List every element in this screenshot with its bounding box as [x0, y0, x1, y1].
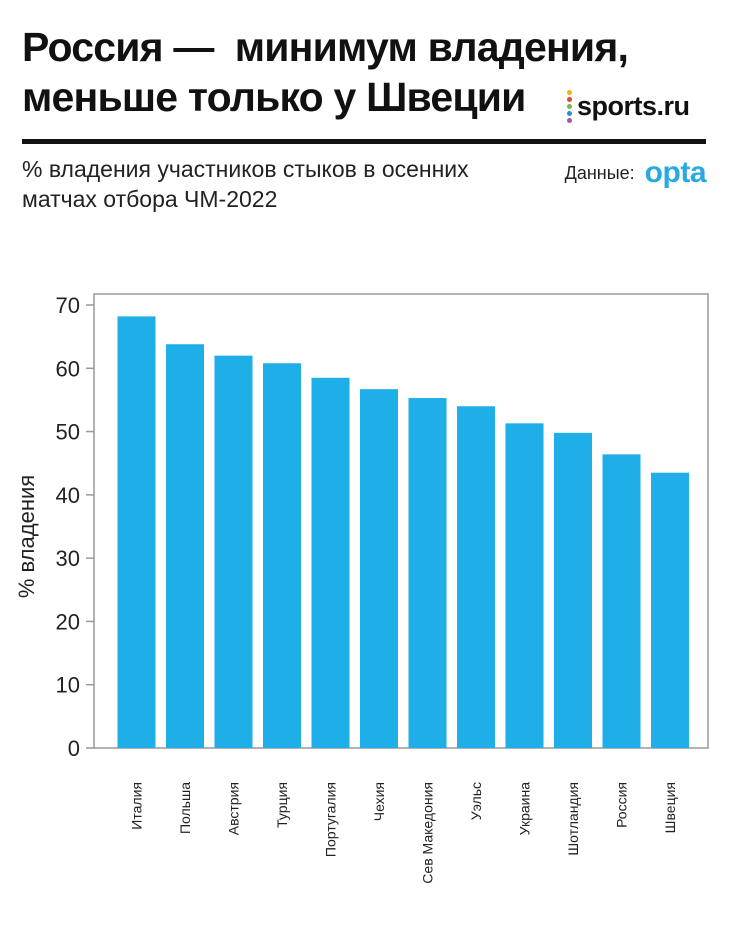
bar: [214, 355, 253, 748]
y-tick-label: 10: [56, 673, 80, 698]
brand-dot: [567, 110, 572, 116]
brand-dot: [567, 89, 572, 95]
opta-logo: opta: [644, 156, 707, 189]
x-category-label: Швеция: [662, 782, 678, 833]
y-tick-label: 60: [56, 356, 80, 381]
data-source: Данные: opta: [564, 156, 707, 190]
x-category-label: Уэльс: [468, 782, 484, 820]
y-axis-label: % владения: [14, 475, 39, 598]
x-category-label: Шотландия: [565, 782, 581, 856]
plot-frame: [93, 293, 709, 749]
x-category-label: Австрия: [226, 782, 242, 835]
bar: [651, 472, 689, 748]
brand-dot: [567, 96, 572, 102]
y-tick-label: 50: [56, 420, 80, 445]
brand-logo: sports.ru: [567, 88, 690, 124]
bar: [263, 363, 301, 748]
bar: [408, 398, 447, 748]
brand-dots-icon: [567, 89, 572, 123]
bar: [505, 423, 544, 748]
y-tick-label: 0: [68, 736, 80, 761]
title-divider: [22, 139, 706, 144]
bar: [166, 344, 204, 748]
x-category-label: Италия: [129, 782, 145, 830]
x-category-label: Украина: [517, 782, 533, 836]
y-tick-label: 40: [56, 483, 80, 508]
y-tick-label: 70: [56, 293, 80, 318]
chart-subtitle: % владения участников стыков в осенних м…: [22, 156, 469, 212]
brand-dot: [567, 117, 572, 123]
bar: [602, 454, 641, 748]
x-category-label: Чехия: [371, 782, 387, 821]
brand-name: sports.ru: [577, 90, 690, 121]
bar: [554, 432, 592, 748]
x-category-label: Турция: [274, 782, 290, 828]
y-tick-label: 20: [56, 609, 80, 634]
x-category-label: Польша: [177, 782, 193, 834]
bar: [457, 406, 495, 748]
x-category-label: Сев Македония: [420, 782, 436, 884]
brand-dot: [567, 103, 572, 109]
title-line-2: меньше только у Швеции: [22, 74, 526, 120]
bar: [360, 389, 398, 748]
x-category-label: Россия: [614, 782, 630, 828]
source-label: Данные:: [564, 162, 635, 183]
y-tick-label: 30: [56, 546, 80, 571]
bar: [117, 316, 156, 748]
x-category-label: Португалия: [323, 782, 339, 857]
bar: [311, 377, 350, 748]
